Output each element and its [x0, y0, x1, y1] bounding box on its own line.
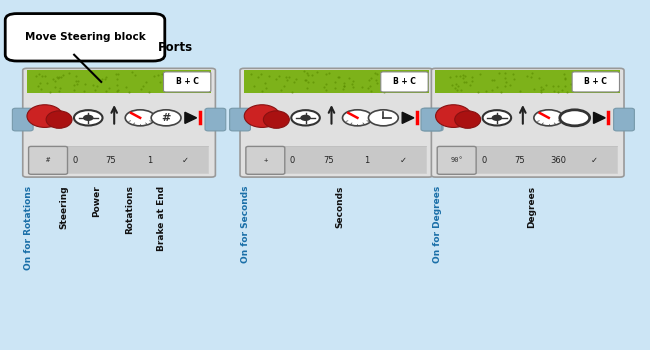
Point — [111, 71, 121, 77]
Point — [311, 70, 322, 75]
Point — [363, 77, 374, 83]
Point — [553, 83, 564, 89]
Point — [72, 81, 82, 86]
Point — [505, 82, 515, 88]
FancyBboxPatch shape — [164, 72, 211, 92]
Text: On for Seconds: On for Seconds — [241, 186, 250, 263]
Circle shape — [151, 110, 181, 126]
Text: 1: 1 — [365, 156, 370, 165]
Point — [346, 81, 357, 87]
Point — [157, 71, 167, 77]
Point — [318, 84, 329, 90]
Text: ✓: ✓ — [182, 156, 189, 165]
Point — [162, 74, 173, 79]
Point — [303, 79, 313, 85]
Point — [324, 70, 334, 76]
Point — [487, 78, 497, 83]
Point — [451, 81, 462, 86]
FancyBboxPatch shape — [244, 70, 429, 93]
Text: 75: 75 — [323, 156, 333, 165]
Point — [460, 73, 470, 79]
Point — [450, 85, 460, 91]
Point — [339, 83, 349, 89]
Point — [538, 86, 548, 91]
Point — [378, 89, 389, 95]
Point — [49, 84, 60, 89]
Point — [536, 88, 546, 93]
Ellipse shape — [455, 111, 480, 128]
Point — [101, 74, 111, 79]
FancyBboxPatch shape — [205, 108, 226, 131]
Point — [89, 87, 99, 93]
Point — [481, 88, 491, 94]
Point — [467, 78, 477, 83]
Text: +: + — [263, 158, 267, 163]
FancyBboxPatch shape — [12, 108, 33, 131]
Point — [451, 74, 462, 79]
Point — [452, 87, 462, 92]
Point — [163, 85, 174, 91]
Point — [515, 89, 525, 94]
Text: 75: 75 — [514, 156, 525, 165]
Point — [58, 72, 68, 78]
Point — [70, 74, 81, 79]
Point — [473, 89, 483, 95]
Point — [458, 75, 469, 81]
FancyBboxPatch shape — [421, 108, 442, 131]
Point — [256, 71, 266, 76]
FancyBboxPatch shape — [229, 108, 250, 131]
Point — [68, 87, 79, 93]
Point — [113, 71, 124, 77]
FancyBboxPatch shape — [614, 108, 634, 131]
Point — [382, 86, 392, 91]
Point — [525, 74, 536, 79]
Point — [281, 74, 291, 79]
Point — [274, 74, 285, 79]
Point — [49, 78, 60, 84]
FancyBboxPatch shape — [422, 108, 443, 131]
Point — [155, 79, 165, 85]
Point — [45, 89, 55, 95]
Point — [34, 80, 45, 85]
Point — [320, 81, 331, 87]
Point — [536, 84, 546, 90]
Text: 90°: 90° — [450, 158, 463, 163]
Point — [357, 84, 367, 90]
Point — [560, 83, 570, 89]
Point — [283, 75, 294, 80]
Point — [560, 75, 570, 81]
Point — [521, 73, 532, 78]
Point — [365, 83, 376, 89]
Point — [562, 90, 572, 95]
Point — [88, 82, 99, 88]
Point — [372, 71, 383, 77]
Point — [508, 76, 519, 82]
Text: On for Degrees: On for Degrees — [433, 186, 442, 263]
Point — [161, 84, 171, 90]
Point — [253, 75, 263, 80]
Text: B + C: B + C — [393, 77, 416, 86]
Point — [53, 74, 64, 80]
Polygon shape — [185, 112, 196, 124]
Point — [459, 79, 469, 85]
Point — [159, 70, 170, 76]
Point — [161, 78, 171, 83]
Circle shape — [482, 110, 511, 126]
Ellipse shape — [46, 111, 72, 128]
Point — [465, 82, 475, 88]
Point — [334, 74, 345, 80]
Point — [282, 77, 293, 82]
Point — [547, 83, 558, 89]
Point — [52, 75, 62, 80]
Point — [529, 86, 539, 91]
Text: Ports: Ports — [158, 41, 194, 54]
Point — [270, 77, 281, 82]
Text: ✓: ✓ — [399, 156, 406, 165]
Circle shape — [84, 116, 93, 120]
Point — [552, 90, 563, 95]
Point — [526, 70, 537, 76]
Point — [36, 87, 46, 92]
Point — [575, 78, 585, 84]
Point — [549, 89, 559, 94]
